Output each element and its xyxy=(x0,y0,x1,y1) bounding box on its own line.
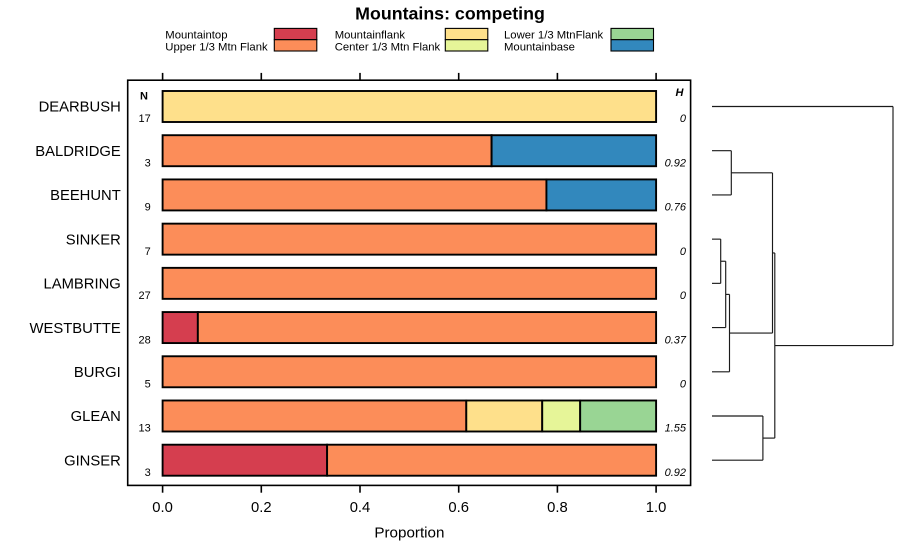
svg-text:0.2: 0.2 xyxy=(251,500,272,516)
svg-text:28: 28 xyxy=(139,334,151,346)
svg-text:BEEHUNT: BEEHUNT xyxy=(50,188,121,204)
svg-text:0.8: 0.8 xyxy=(547,500,568,516)
svg-text:Mountainbase: Mountainbase xyxy=(504,41,575,53)
svg-text:0.92: 0.92 xyxy=(665,467,686,479)
svg-text:0.4: 0.4 xyxy=(350,500,371,516)
svg-text:0.6: 0.6 xyxy=(448,500,469,516)
svg-text:Mountainflank: Mountainflank xyxy=(335,30,406,42)
svg-text:0: 0 xyxy=(680,246,687,258)
svg-text:WESTBUTTE: WESTBUTTE xyxy=(30,321,121,337)
svg-text:GINSER: GINSER xyxy=(64,453,121,469)
svg-text:13: 13 xyxy=(139,423,151,435)
svg-text:Mountains: competing: Mountains: competing xyxy=(355,4,545,24)
svg-text:1.55: 1.55 xyxy=(665,423,687,435)
svg-text:N: N xyxy=(140,91,148,103)
svg-text:H: H xyxy=(676,87,685,99)
svg-text:Lower 1/3 MtnFlank: Lower 1/3 MtnFlank xyxy=(504,30,604,42)
svg-text:Upper 1/3 Mtn Flank: Upper 1/3 Mtn Flank xyxy=(165,41,268,53)
svg-text:GLEAN: GLEAN xyxy=(71,409,121,425)
svg-text:0.37: 0.37 xyxy=(665,334,687,346)
svg-text:LAMBRING: LAMBRING xyxy=(44,277,121,293)
svg-text:7: 7 xyxy=(145,246,151,258)
svg-text:SINKER: SINKER xyxy=(66,232,121,248)
svg-text:BURGI: BURGI xyxy=(74,365,121,381)
svg-text:17: 17 xyxy=(139,113,151,125)
svg-text:0.0: 0.0 xyxy=(152,500,173,516)
svg-text:0: 0 xyxy=(680,378,687,390)
svg-text:27: 27 xyxy=(139,290,151,302)
svg-text:5: 5 xyxy=(145,378,151,390)
svg-text:0: 0 xyxy=(680,290,687,302)
svg-text:DEARBUSH: DEARBUSH xyxy=(39,100,121,116)
svg-text:Mountaintop: Mountaintop xyxy=(165,30,227,42)
svg-text:0: 0 xyxy=(680,113,687,125)
svg-text:Proportion: Proportion xyxy=(374,524,444,541)
svg-text:3: 3 xyxy=(145,467,151,479)
svg-text:0.92: 0.92 xyxy=(665,157,686,169)
svg-text:Center 1/3 Mtn Flank: Center 1/3 Mtn Flank xyxy=(335,41,441,53)
svg-text:1.0: 1.0 xyxy=(646,500,667,516)
svg-text:9: 9 xyxy=(145,202,151,214)
svg-text:0.76: 0.76 xyxy=(665,202,687,214)
svg-text:BALDRIDGE: BALDRIDGE xyxy=(35,144,121,160)
svg-text:3: 3 xyxy=(145,157,151,169)
